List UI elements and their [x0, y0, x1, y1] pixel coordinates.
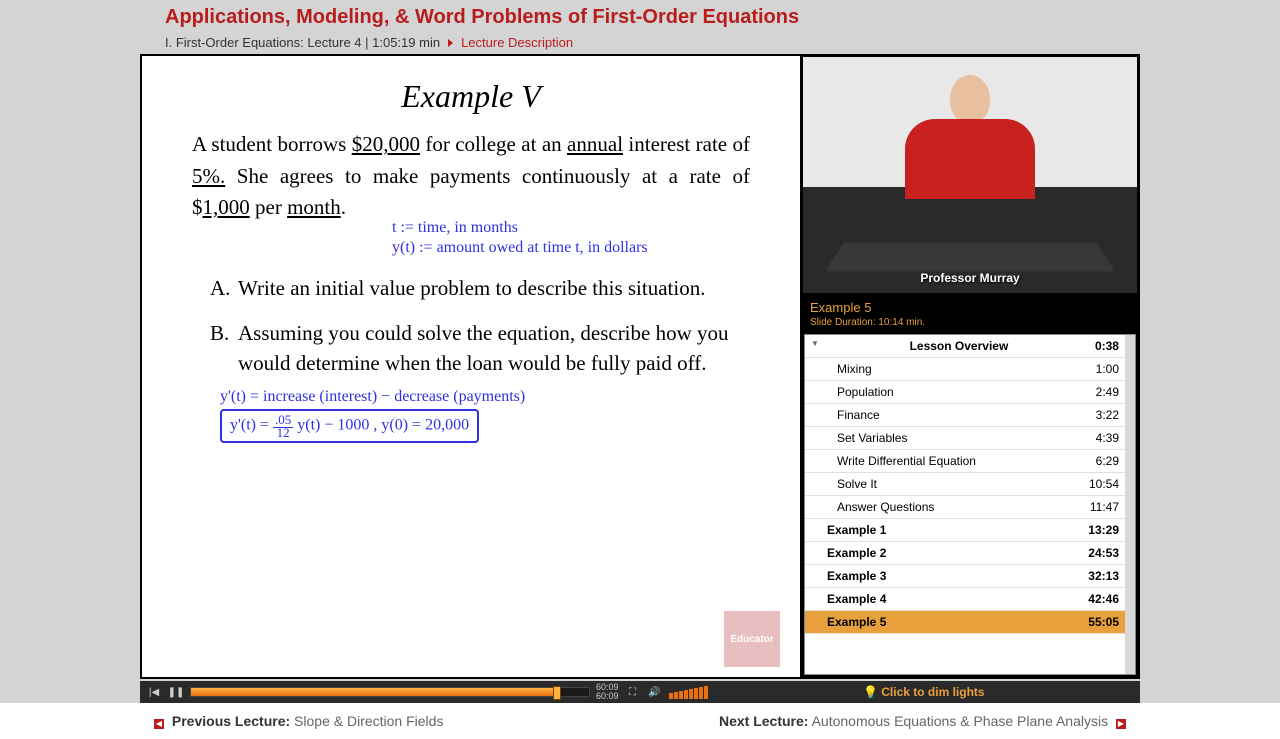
- prev-track-button[interactable]: |◀: [146, 684, 162, 700]
- volume-icon[interactable]: 🔊: [647, 684, 663, 700]
- prev-lecture-link[interactable]: ◀ Previous Lecture: Slope & Direction Fi…: [150, 713, 443, 729]
- arrow-left-icon: ◀: [154, 719, 164, 729]
- next-lecture-link[interactable]: Next Lecture: Autonomous Equations & Pha…: [719, 713, 1130, 729]
- slide-panel: Example V A student borrows $20,000 for …: [142, 56, 800, 677]
- video-player[interactable]: Professor Murray: [802, 56, 1138, 294]
- seek-handle[interactable]: [553, 686, 561, 700]
- eq-conceptual: y'(t) = increase (interest) − decrease (…: [220, 386, 750, 408]
- toc-item[interactable]: Example 224:53: [805, 542, 1135, 565]
- dim-lights-button[interactable]: 💡 Click to dim lights: [714, 685, 1134, 699]
- pause-button[interactable]: ❚❚: [168, 684, 184, 700]
- toc-item[interactable]: Example 332:13: [805, 565, 1135, 588]
- toc-item[interactable]: Example 555:05: [805, 611, 1135, 634]
- toc-item[interactable]: Finance3:22: [805, 404, 1135, 427]
- lecture-subtitle: I. First-Order Equations: Lecture 4 | 1:…: [165, 35, 440, 50]
- toc-item[interactable]: Answer Questions11:47: [805, 496, 1135, 519]
- volume-bars[interactable]: [669, 686, 708, 699]
- instructor-name: Professor Murray: [803, 271, 1137, 285]
- annot-t: t := time, in months: [392, 218, 750, 239]
- arrow-right-icon: [448, 39, 453, 47]
- seek-bar[interactable]: [190, 687, 590, 697]
- toc-item[interactable]: Solve It10:54: [805, 473, 1135, 496]
- question-b: B. Assuming you could solve the equation…: [192, 318, 750, 379]
- player-controls: |◀ ❚❚ 60:09 60:09 ⛶ 🔊 💡 Click to dim lig…: [140, 681, 1140, 703]
- toc-item[interactable]: Example 442:46: [805, 588, 1135, 611]
- problem-statement: A student borrows $20,000 for college at…: [192, 129, 750, 224]
- variable-definitions: t := time, in months y(t) := amount owed…: [392, 218, 750, 260]
- toc-item[interactable]: Population2:49: [805, 381, 1135, 404]
- drawing-tablet: [825, 243, 1115, 272]
- lightbulb-icon: 💡: [863, 685, 878, 699]
- annot-y: y(t) := amount owed at time t, in dollar…: [392, 238, 750, 259]
- toc-item[interactable]: Example 113:29: [805, 519, 1135, 542]
- arrow-right-icon: ▶: [1116, 719, 1126, 729]
- question-a: A. Write an initial value problem to des…: [192, 273, 750, 303]
- toc-item[interactable]: Write Differential Equation6:29: [805, 450, 1135, 473]
- lecture-description-link[interactable]: Lecture Description: [461, 35, 573, 50]
- page-title: Applications, Modeling, & Word Problems …: [165, 6, 1280, 29]
- toc-item[interactable]: Mixing1:00: [805, 358, 1135, 381]
- table-of-contents: Lesson Overview 0:38 Mixing1:00Populatio…: [804, 334, 1136, 675]
- fullscreen-button[interactable]: ⛶: [625, 684, 641, 700]
- handwritten-equations: y'(t) = increase (interest) − decrease (…: [192, 386, 750, 442]
- slide-title: Example V: [192, 78, 750, 115]
- toc-header[interactable]: Lesson Overview 0:38: [805, 335, 1135, 358]
- toc-scrollbar[interactable]: [1125, 335, 1135, 674]
- slide-duration: Slide Duration: 10:14 min.: [810, 317, 1130, 328]
- educator-watermark: Educator: [724, 611, 780, 667]
- toc-item[interactable]: Set Variables4:39: [805, 427, 1135, 450]
- instructor-figure: [905, 75, 1035, 199]
- current-slide-name: Example 5: [810, 300, 1130, 315]
- time-display: 60:09 60:09: [596, 683, 619, 701]
- eq-boxed: y'(t) = .0512 y(t) − 1000 , y(0) = 20,00…: [220, 409, 479, 443]
